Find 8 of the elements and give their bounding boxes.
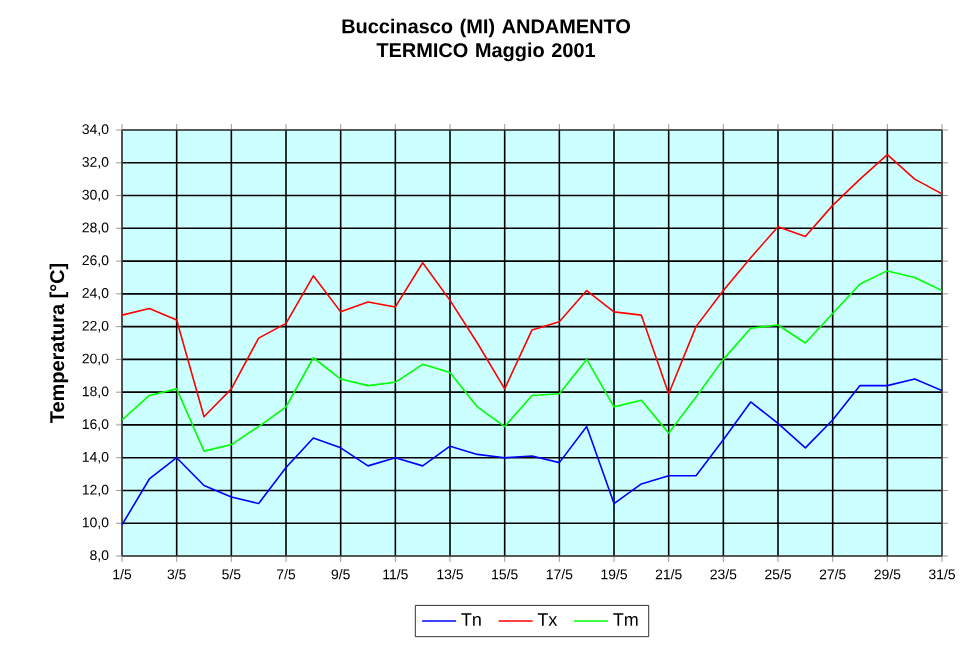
- line-series: [122, 378, 943, 526]
- line-series: [122, 270, 943, 452]
- chart-title: Buccinasco (MI) ANDAMENTO TERMICO Maggio 2001: [342, 18, 630, 62]
- y-axis-title: Temperatura [°C]: [49, 263, 69, 423]
- legend-label: Tn: [461, 613, 481, 626]
- legend-label: Tx: [537, 613, 558, 626]
- line-series: [122, 153, 943, 418]
- legend-label: Tm: [613, 613, 638, 626]
